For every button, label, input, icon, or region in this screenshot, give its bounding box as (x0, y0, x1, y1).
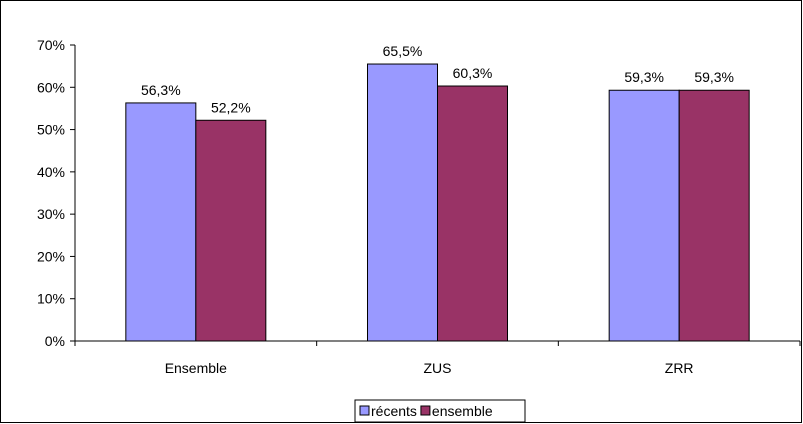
data-labels: 56,3% 52,2% 65,5% 60,3% 59,3% 59,3% (141, 43, 734, 115)
legend: récents ensemble (354, 399, 526, 423)
data-label: 56,3% (141, 82, 181, 98)
bar-récents-ZRR (608, 89, 680, 342)
bar-récents-Ensemble (125, 102, 197, 342)
y-tick-label: 50% (37, 122, 65, 138)
y-tick-label: 30% (37, 206, 65, 222)
bar-ensemble-ZUS (437, 85, 508, 342)
y-tick-label: 70% (37, 37, 65, 53)
data-label: 59,3% (694, 69, 734, 85)
legend-label: récents (371, 403, 417, 419)
legend-swatch (420, 405, 431, 416)
bar-ensemble-Ensemble (195, 119, 267, 342)
data-label: 60,3% (453, 65, 493, 81)
y-tick-label: 0% (45, 333, 65, 349)
data-label: 59,3% (624, 69, 664, 85)
data-label: 65,5% (383, 43, 423, 59)
bar-ensemble-ZRR (678, 89, 750, 342)
x-tick-label: ZRR (665, 360, 694, 376)
legend-label: ensemble (432, 403, 493, 419)
y-tick-label: 60% (37, 79, 65, 95)
x-tick-label: Ensemble (165, 360, 227, 376)
y-tick-label: 40% (37, 164, 65, 180)
bar-récents-ZUS (367, 63, 438, 342)
data-label: 52,2% (211, 99, 251, 115)
x-tick-label: ZUS (424, 360, 452, 376)
y-tick-label: 10% (37, 291, 65, 307)
legend-swatch (359, 405, 370, 416)
legend-box (354, 399, 526, 423)
bars (125, 63, 750, 342)
y-tick-label: 20% (37, 248, 65, 264)
